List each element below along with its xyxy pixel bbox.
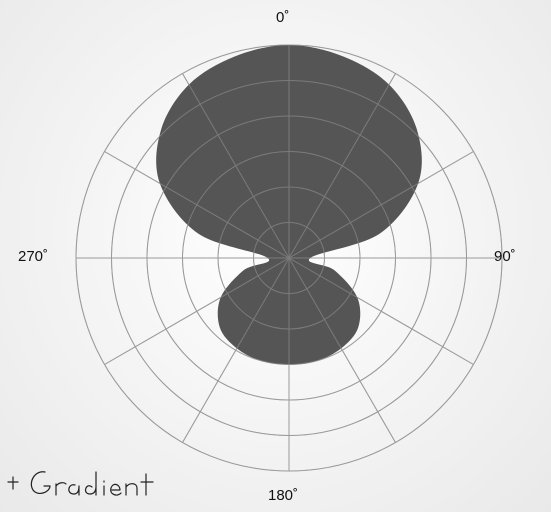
grid-spoke <box>182 257 290 443</box>
grid-spoke <box>288 257 474 365</box>
angle-label-0: 0˚ <box>276 9 290 26</box>
grid-spoke <box>104 151 290 259</box>
grid-spoke <box>182 73 290 259</box>
angle-label-270: 270˚ <box>18 248 49 265</box>
grid-spoke <box>288 257 396 443</box>
angle-label-90: 90˚ <box>494 248 516 265</box>
grid-spoke <box>104 257 290 365</box>
grid-spoke <box>288 151 474 259</box>
gradient-watermark-logo <box>7 471 154 496</box>
grid-spoke <box>288 73 396 259</box>
angle-label-180: 180˚ <box>268 487 299 504</box>
polar-grid-overlay <box>75 44 503 472</box>
